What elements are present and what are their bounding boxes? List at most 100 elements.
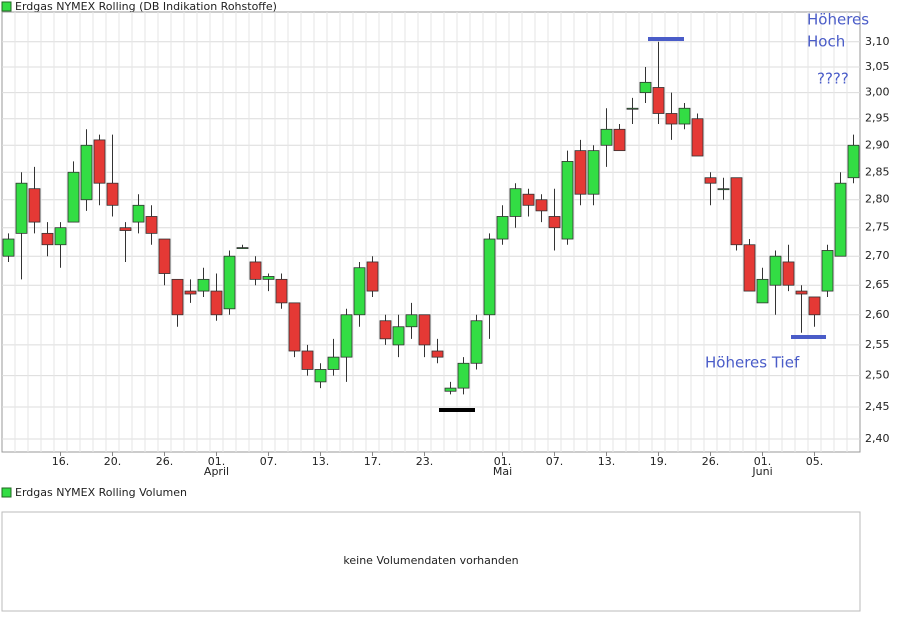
x-tick-label: 23.: [416, 455, 434, 468]
candle-body: [457, 362, 470, 389]
candle-body: [158, 238, 171, 274]
candle-body: [340, 314, 353, 358]
x-tick-label: 07.: [546, 455, 564, 468]
candle-body: [483, 238, 496, 316]
x-tick-label: 13.: [598, 455, 616, 468]
candle-body: [301, 350, 314, 370]
y-tick-label: 2,80: [865, 193, 890, 206]
candle-body: [288, 302, 301, 352]
x-tick-label: 01.: [494, 455, 512, 468]
candle-body: [28, 188, 41, 223]
candle-body: [522, 193, 535, 206]
candle-body: [15, 182, 28, 234]
x-tick-label: 26.: [702, 455, 720, 468]
y-tick-label: 2,65: [865, 278, 890, 291]
candle-body: [574, 150, 587, 195]
y-tick-label: 3,05: [865, 60, 890, 73]
x-tick-label: 16.: [52, 455, 70, 468]
y-tick-label: 2,95: [865, 112, 890, 125]
y-tick-label: 2,85: [865, 165, 890, 178]
volume-panel: [1, 511, 861, 612]
candle-body: [54, 227, 67, 246]
candle-body: [171, 278, 184, 316]
y-tick-label: 2,75: [865, 221, 890, 234]
legend-swatch: [1, 487, 12, 498]
candle-body: [509, 188, 522, 217]
candle-body: [275, 278, 288, 304]
candle-body: [704, 177, 717, 184]
y-tick-label: 3,00: [865, 86, 890, 99]
volume-message: keine Volumendaten vorhanden: [343, 554, 518, 567]
candle-body: [587, 150, 600, 195]
candle-body: [93, 139, 106, 184]
y-tick-label: 2,50: [865, 369, 890, 382]
candle-body: [2, 238, 15, 257]
x-tick-label: 19.: [650, 455, 668, 468]
y-tick-label: 3,10: [865, 35, 890, 48]
candle-body: [132, 204, 145, 223]
candle-body: [639, 81, 652, 94]
candle-body: [470, 320, 483, 364]
candle-body: [106, 182, 119, 206]
candle-body: [600, 128, 613, 146]
candle-body: [236, 247, 249, 249]
candle-body: [405, 314, 418, 328]
candle-body: [730, 177, 743, 246]
y-tick-label: 2,45: [865, 400, 890, 413]
candle-body: [678, 107, 691, 125]
x-month-label: Juni: [751, 465, 772, 478]
candle-body: [67, 171, 80, 223]
candle-body: [756, 278, 769, 304]
annotation: ????: [817, 70, 849, 88]
chart-title: Erdgas NYMEX Rolling (DB Indikation Rohs…: [15, 0, 277, 13]
y-tick-label: 2,90: [865, 138, 890, 151]
candle-body: [613, 128, 626, 152]
x-tick-label: 01.: [208, 455, 226, 468]
y-tick-label: 2,60: [865, 308, 890, 321]
candle-body: [392, 326, 405, 346]
candle-body: [444, 387, 457, 392]
y-tick-label: 2,40: [865, 432, 890, 445]
candle-body: [808, 296, 821, 316]
candle-body: [431, 350, 444, 358]
candle-body: [769, 255, 782, 286]
x-tick-label: 26.: [156, 455, 174, 468]
candle-body: [847, 144, 860, 179]
candle-body: [145, 216, 158, 234]
candle-body: [665, 113, 678, 125]
x-tick-label: 17.: [364, 455, 382, 468]
candle-body: [262, 276, 275, 280]
candle-body: [782, 261, 795, 286]
candle-body: [626, 107, 639, 110]
y-tick-label: 2,55: [865, 338, 890, 351]
x-tick-label: 20.: [104, 455, 122, 468]
candle-body: [496, 216, 509, 240]
candle-body: [223, 255, 236, 310]
y-tick-label: 2,70: [865, 249, 890, 262]
candle-body: [743, 244, 756, 292]
candle-body: [717, 188, 730, 191]
candle-body: [41, 232, 54, 246]
candle-body: [834, 182, 847, 257]
candle-body: [327, 356, 340, 370]
x-tick-label: 13.: [312, 455, 330, 468]
candle-body: [548, 216, 561, 229]
x-tick-label: 01.: [754, 455, 772, 468]
candle-body: [353, 267, 366, 316]
annotation: Höheres: [807, 11, 869, 29]
candle-body: [535, 199, 548, 212]
candle-body: [366, 261, 379, 292]
candle-body: [379, 320, 392, 340]
x-month-label: April: [204, 465, 229, 478]
x-tick-label: 05.: [806, 455, 824, 468]
candle-body: [652, 87, 665, 114]
candle-body: [314, 369, 327, 383]
candle-body: [184, 290, 197, 295]
annotation: Höheres Tief: [705, 354, 800, 372]
candle-body: [691, 118, 704, 157]
legend-swatch: [1, 1, 12, 12]
candle-body: [795, 290, 808, 295]
x-tick-label: 07.: [260, 455, 278, 468]
candle-body: [418, 314, 431, 346]
